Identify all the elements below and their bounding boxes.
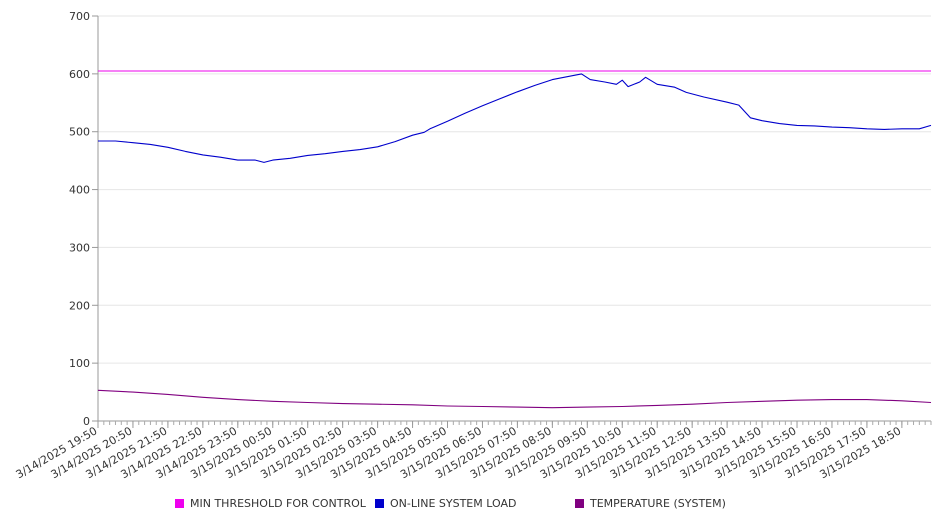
legend-swatch <box>375 499 384 508</box>
axes <box>92 15 932 428</box>
y-tick-label: 300 <box>69 241 90 254</box>
y-tick-label: 700 <box>69 10 90 23</box>
y-tick-label: 0 <box>83 415 90 428</box>
legend-item[interactable]: MIN THRESHOLD FOR CONTROL <box>175 497 366 510</box>
series-line-on-line-system-load <box>98 73 932 163</box>
y-tick-label: 400 <box>69 184 90 197</box>
gridlines <box>98 15 931 364</box>
legend-item[interactable]: TEMPERATURE (SYSTEM) <box>575 497 726 510</box>
chart-legend: MIN THRESHOLD FOR CONTROL ON-LINE SYSTEM … <box>0 497 946 515</box>
legend-label: MIN THRESHOLD FOR CONTROL <box>190 497 366 510</box>
y-tick-label: 600 <box>69 68 90 81</box>
legend-swatch <box>175 499 184 508</box>
y-tick-label: 200 <box>69 299 90 312</box>
y-tick-label: 500 <box>69 126 90 139</box>
series-lines <box>97 70 932 409</box>
series-line-temperature-system <box>97 389 932 409</box>
legend-label: TEMPERATURE (SYSTEM) <box>590 497 726 510</box>
legend-item[interactable]: ON-LINE SYSTEM LOAD <box>375 497 516 510</box>
x-axis-tick-labels: 3/14/2025 19:503/14/2025 20:503/14/2025 … <box>14 424 904 481</box>
legend-label: ON-LINE SYSTEM LOAD <box>390 497 517 510</box>
y-tick-label: 100 <box>69 357 90 370</box>
legend-swatch <box>575 499 584 508</box>
y-axis-tick-labels: 0 100 200 300 400 500 600 700 <box>69 10 90 428</box>
